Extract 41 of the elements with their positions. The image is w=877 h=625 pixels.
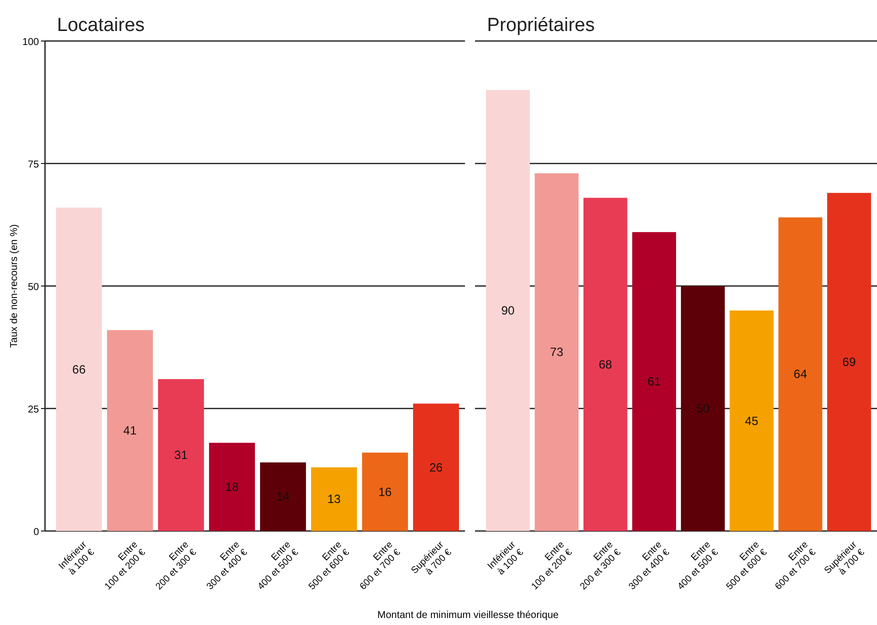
x-axis-title: Montant de minimum vieillesse théorique bbox=[377, 610, 560, 621]
bar bbox=[362, 452, 408, 531]
bar bbox=[827, 192, 872, 531]
data-label: 45 bbox=[744, 414, 759, 428]
bar bbox=[486, 90, 530, 531]
data-label: 66 bbox=[72, 362, 86, 376]
y-tick-label: 25 bbox=[28, 404, 40, 416]
data-label: 73 bbox=[550, 345, 564, 360]
bar bbox=[680, 286, 725, 531]
y-tick-label: 0 bbox=[33, 527, 40, 538]
y-axis-title: Taux de non-recours (en %) bbox=[9, 224, 20, 348]
bar bbox=[209, 442, 255, 531]
bar bbox=[107, 330, 153, 531]
y-tick-label: 100 bbox=[22, 37, 40, 48]
data-label: 26 bbox=[429, 460, 444, 474]
data-label: 14 bbox=[276, 490, 290, 504]
data-label: 64 bbox=[794, 367, 808, 382]
y-tick-label: 75 bbox=[28, 160, 40, 170]
data-label: 90 bbox=[501, 304, 515, 318]
bar bbox=[158, 379, 204, 531]
data-label: 69 bbox=[842, 354, 856, 369]
data-label: 13 bbox=[327, 492, 342, 506]
data-label: 31 bbox=[174, 448, 188, 462]
chart-title: Propriétaires bbox=[487, 15, 595, 36]
bar bbox=[311, 467, 357, 531]
bar bbox=[260, 462, 306, 531]
bar bbox=[730, 310, 774, 531]
chart-title: Locataires bbox=[57, 15, 145, 36]
y-tick-label: 50 bbox=[28, 282, 40, 293]
data-label: 61 bbox=[647, 374, 662, 389]
bar bbox=[534, 173, 579, 531]
bar bbox=[632, 232, 676, 531]
bar bbox=[583, 198, 628, 531]
bar bbox=[413, 404, 459, 531]
data-label: 68 bbox=[598, 357, 612, 372]
bar bbox=[56, 208, 102, 531]
data-label: 18 bbox=[225, 480, 239, 494]
data-label: 41 bbox=[123, 424, 137, 438]
data-label: 50 bbox=[696, 402, 710, 416]
data-label: 16 bbox=[378, 484, 392, 499]
bar bbox=[778, 217, 822, 531]
